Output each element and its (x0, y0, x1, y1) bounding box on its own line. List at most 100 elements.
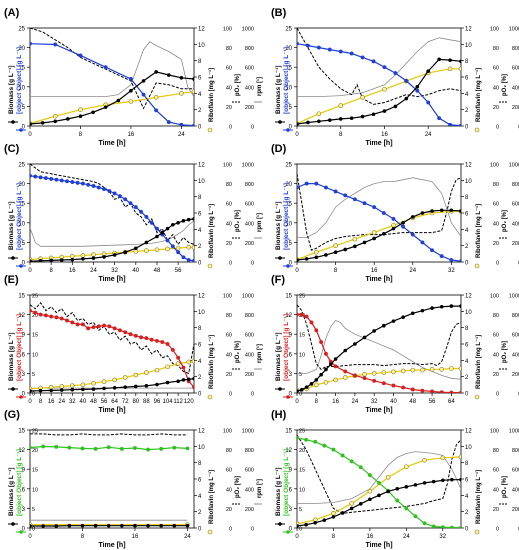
panel-b: (B)0510152025024681012020406080100020040… (271, 7, 519, 147)
biomass-point (120, 523, 124, 528)
substrate-point (304, 314, 309, 319)
substrate-point (459, 259, 461, 262)
biomass-tick-label: 15 (18, 429, 25, 435)
x-tick-label: 24 (58, 399, 65, 405)
riboflavin-tick-label: 0 (465, 125, 469, 131)
substrate-point (96, 324, 101, 329)
substrate-point (149, 337, 154, 342)
po2-tick-label: 60 (493, 66, 499, 72)
biomass-tick-label: 12 (18, 313, 25, 319)
substrate-point (338, 49, 343, 54)
rpm-tick-label: 200 (245, 372, 254, 378)
x-tick-label: 56 (101, 399, 108, 405)
biomass-point (410, 215, 415, 219)
biomass-point (112, 385, 117, 390)
po2-tick-label: 40 (493, 221, 499, 227)
riboflavin-point (447, 66, 453, 72)
biomass-point (54, 524, 59, 528)
plot-frame (296, 27, 462, 127)
panel-label: (B) (271, 7, 287, 19)
riboflavin-point (422, 457, 427, 463)
riboflavin-point (349, 501, 354, 506)
substrate-point (420, 388, 425, 393)
po2-axis-label: pO₂ [%] (502, 476, 508, 498)
biomass-axis-label: Biomass [g L⁻¹] (275, 201, 282, 250)
substrate-point (410, 232, 415, 237)
po2-tick-label: 20 (226, 241, 232, 247)
riboflavin-tick-label: 12 (198, 27, 205, 33)
rpm-tick-label: 800 (512, 313, 519, 319)
rpm-tick-label: 800 (512, 182, 519, 188)
x-tick-label: 16 (128, 132, 135, 138)
riboflavin-tick-label: 2 (465, 108, 469, 114)
biomass-tick-label: 15 (285, 429, 292, 435)
substrate-tick-label: 10 (32, 487, 38, 493)
x-tick-label: 16 (48, 399, 55, 405)
riboflavin-tick-label: 0 (465, 261, 469, 267)
rpm-series-line (30, 41, 194, 97)
plot-area (30, 164, 194, 262)
substrate-point (133, 333, 138, 338)
biomass-tick-label: 0 (22, 125, 26, 131)
rpm-tick-label: 400 (512, 352, 519, 358)
po2-tick-label: 0 (229, 261, 232, 267)
biomass-point (30, 389, 32, 393)
substrate-legend-icon (286, 264, 290, 268)
riboflavin-point (191, 89, 194, 94)
biomass-point (146, 523, 150, 528)
substrate-point (112, 191, 117, 196)
substrate-point (176, 250, 181, 255)
biomass-point (179, 75, 184, 80)
po2-tick-label: 80 (493, 448, 499, 454)
riboflavin-axis-label: Riboflavin [mg L⁻¹] (208, 335, 215, 389)
riboflavin-point (59, 384, 65, 389)
substrate-point (123, 330, 128, 335)
po2-series-line (297, 28, 461, 105)
biomass-point (116, 98, 121, 103)
substrate-tick-label: 15 (299, 468, 305, 474)
biomass-point (415, 85, 420, 89)
biomass-point (155, 234, 159, 239)
rpm-tick-label: 1000 (509, 163, 519, 169)
biomass-legend-icon (11, 256, 15, 260)
riboflavin-point (313, 249, 319, 255)
biomass-point (459, 304, 461, 308)
substrate-point (297, 41, 299, 46)
biomass-point (129, 88, 133, 93)
biomass-tick-label: 9 (22, 468, 26, 474)
substrate-point (439, 254, 444, 259)
substrate-tick-label: 5 (32, 372, 35, 378)
biomass-point (448, 58, 452, 62)
substrate-legend-icon (19, 264, 23, 268)
riboflavin-tick-label: 0 (198, 261, 202, 267)
biomass-point (186, 377, 191, 382)
riboflavin-legend-icon (474, 263, 480, 269)
riboflavin-tick-label: 8 (465, 326, 469, 332)
biomass-point (30, 524, 32, 528)
substrate-point (86, 182, 91, 187)
po2-tick-label: 40 (226, 221, 232, 227)
substrate-point (352, 197, 357, 202)
x-tick-label: 8 (332, 534, 336, 540)
substrate-point (333, 189, 338, 194)
substrate-point (297, 435, 299, 440)
x-tick-label: 16 (69, 268, 76, 274)
biomass-point (401, 221, 405, 225)
substrate-point (382, 65, 387, 70)
riboflavin-point (144, 248, 149, 253)
rpm-tick-label: 600 (245, 333, 254, 339)
substrate-tick-label: 15 (32, 468, 38, 474)
riboflavin-tick-label: 2 (465, 375, 469, 381)
biomass-point (430, 306, 434, 310)
riboflavin-point (362, 371, 367, 377)
biomass-point (440, 478, 445, 483)
rpm-tick-label: 800 (245, 448, 254, 454)
biomass-tick-label: 0 (22, 261, 26, 267)
riboflavin-point (144, 370, 149, 375)
substrate-tick-label: 0 (299, 527, 302, 533)
riboflavin-point (440, 455, 446, 461)
substrate-legend-icon (19, 530, 23, 534)
po2-axis-label: pO₂ [%] (502, 210, 508, 232)
rpm-tick-label: 600 (245, 202, 254, 208)
biomass-point (382, 231, 386, 236)
